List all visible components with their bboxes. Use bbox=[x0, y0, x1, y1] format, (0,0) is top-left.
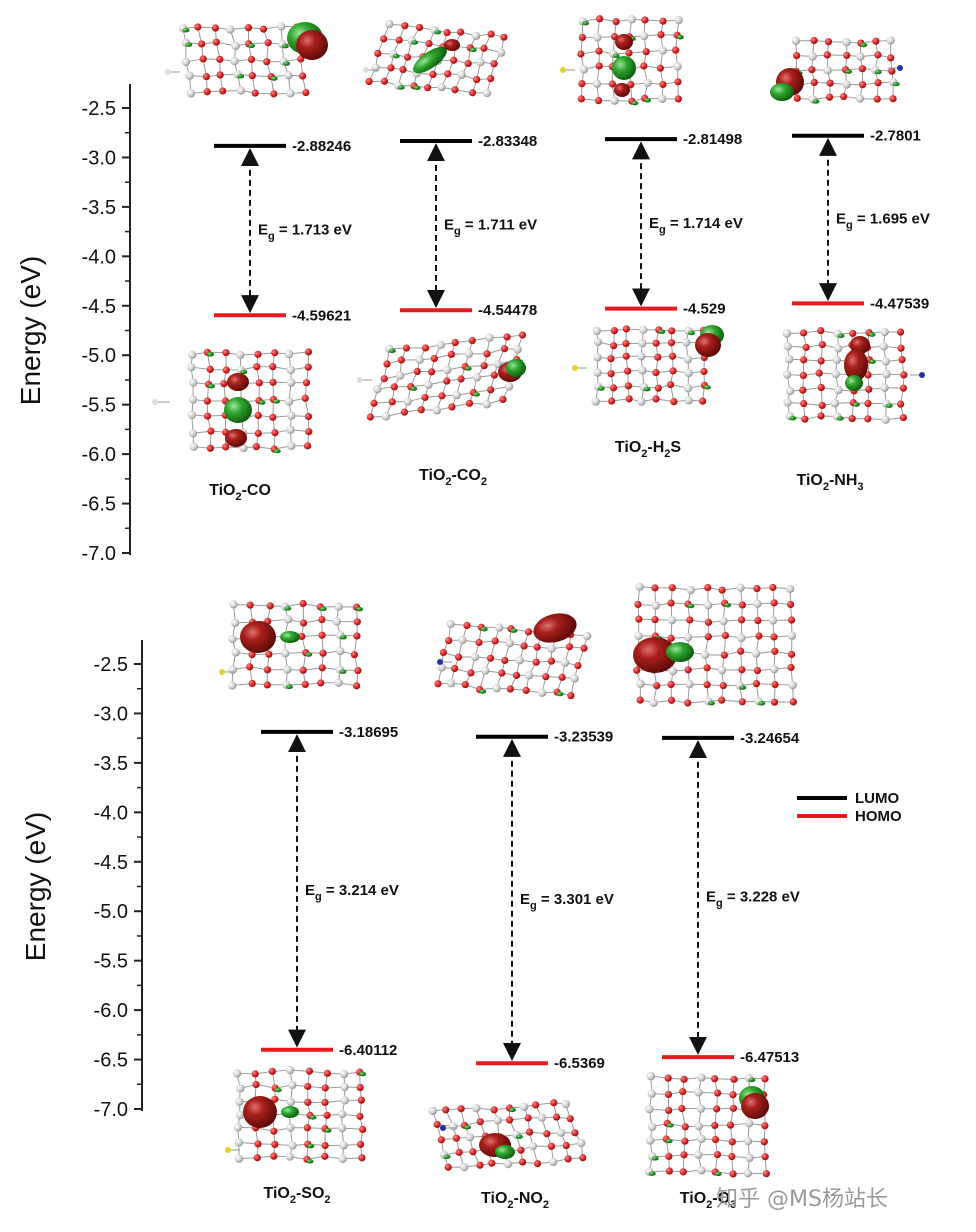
y-tick-label: -3.0 bbox=[94, 703, 128, 725]
y-tick-label: -6.5 bbox=[94, 1050, 128, 1072]
homo-value-label: -6.5369 bbox=[554, 1055, 605, 1072]
homo-value-label: -4.54478 bbox=[478, 302, 537, 319]
lumo-orbital-structure-icon bbox=[165, 22, 328, 98]
system-group-2: -2.83348 -4.54478 Eg = 1.711 eV TiO2-CO2 bbox=[357, 19, 537, 488]
system-group-6: -3.23539 -6.5369 Eg = 3.301 eV TiO2-NO2 bbox=[428, 613, 614, 1211]
lumo-value-label: -2.81498 bbox=[683, 131, 742, 148]
system-label: TiO2-CO2 bbox=[419, 467, 487, 488]
y-tick-label: -4.0 bbox=[82, 246, 116, 268]
bottom-energy-panel: -2.5 -3.0 -3.5 -4.0 -4.5 -5.0 -5.5 -6.0 -6.5 -7.0… bbox=[20, 582, 902, 1211]
lumo-orbital-structure-icon bbox=[219, 599, 364, 690]
legend-label: HOMO bbox=[855, 808, 902, 825]
y-tick-label: -4.5 bbox=[94, 852, 128, 874]
lumo-orbital-structure-icon bbox=[363, 19, 508, 98]
y-tick-label: -5.0 bbox=[82, 345, 116, 367]
homo-orbital-structure-icon bbox=[645, 1071, 770, 1178]
homo-orbital-structure-icon bbox=[225, 1065, 367, 1164]
band-gap-label: Eg = 1.713 eV bbox=[258, 222, 352, 243]
band-gap-label: Eg = 3.228 eV bbox=[706, 888, 800, 909]
lumo-orbital-structure-icon bbox=[560, 15, 684, 106]
lumo-value-label: -2.83348 bbox=[478, 133, 537, 150]
legend-label: LUMO bbox=[855, 790, 899, 807]
watermark-text: 知乎 @MS杨站长 bbox=[716, 1187, 888, 1212]
homo-value-label: -4.59621 bbox=[292, 307, 351, 324]
y-tick-label: -6.0 bbox=[94, 1000, 128, 1022]
y-tick-label: -4.5 bbox=[82, 296, 116, 318]
y-tick-label: -7.0 bbox=[94, 1099, 128, 1121]
y-tick-label: -6.5 bbox=[82, 494, 116, 516]
y-axis-title: Energy (eV) bbox=[20, 812, 51, 961]
system-label: TiO2-NO2 bbox=[481, 1190, 549, 1211]
system-label: TiO2-SO2 bbox=[263, 1185, 330, 1206]
y-tick-label: -4.0 bbox=[94, 802, 128, 824]
system-group-4: -2.7801 -4.47539 Eg = 1.695 eV TiO2-NH3 bbox=[770, 36, 930, 493]
lumo-value-label: -2.7801 bbox=[870, 128, 921, 145]
y-tick-label: -2.5 bbox=[82, 98, 116, 120]
y-tick-label: -3.5 bbox=[82, 197, 116, 219]
system-group-5: -3.18695 -6.40112 Eg = 3.214 eV TiO2-SO2 bbox=[219, 599, 399, 1206]
homo-orbital-structure-icon bbox=[152, 348, 313, 454]
y-tick-label: -7.0 bbox=[82, 543, 116, 565]
homo-value-label: -4.47539 bbox=[870, 295, 929, 312]
system-label: TiO2-O3 bbox=[680, 1190, 736, 1211]
y-tick-label: -5.5 bbox=[82, 395, 116, 417]
system-label: TiO2-NH3 bbox=[796, 472, 863, 493]
system-group-3: -2.81498 -4.529 Eg = 1.714 eV TiO2-H2S bbox=[560, 15, 743, 460]
band-gap-label: Eg = 1.695 eV bbox=[836, 211, 930, 232]
lumo-value-label: -3.18695 bbox=[339, 724, 398, 741]
homo-orbital-structure-icon bbox=[782, 326, 925, 424]
homo-orbital-structure-icon bbox=[428, 1099, 587, 1172]
y-tick-label: -5.0 bbox=[94, 901, 128, 923]
lumo-value-label: -3.24654 bbox=[740, 730, 800, 747]
lumo-value-label: -3.23539 bbox=[554, 729, 613, 746]
system-group-7: -3.24654 -6.47513 Eg = 3.228 eV TiO2-O3 bbox=[633, 582, 800, 1211]
y-tick-label: -3.0 bbox=[82, 147, 116, 169]
homo-value-label: -6.40112 bbox=[339, 1042, 397, 1059]
lumo-orbital-structure-icon bbox=[770, 36, 903, 104]
band-gap-label: Eg = 3.214 eV bbox=[305, 882, 399, 903]
y-tick-label: -5.5 bbox=[94, 951, 128, 973]
homo-value-label: -6.47513 bbox=[740, 1049, 799, 1066]
lumo-orbital-structure-icon bbox=[633, 582, 797, 707]
y-axis-title: Energy (eV) bbox=[15, 256, 46, 405]
y-tick-label: -6.0 bbox=[82, 444, 116, 466]
system-group-1: -2.88246 -4.59621 Eg = 1.713 eV TiO2-CO bbox=[152, 22, 352, 503]
y-tick-label: -3.5 bbox=[94, 753, 128, 775]
system-label: TiO2-CO bbox=[209, 482, 271, 503]
homo-value-label: -4.529 bbox=[683, 301, 726, 318]
band-gap-label: Eg = 1.714 eV bbox=[649, 215, 743, 236]
system-label: TiO2-H2S bbox=[615, 439, 682, 460]
y-tick-label: -2.5 bbox=[94, 654, 128, 676]
top-energy-panel: -2.5 -3.0 -3.5 -4.0 -4.5 -5.0 -5.5 -6.0 -6.5 -7.0… bbox=[15, 15, 930, 565]
homo-orbital-structure-icon bbox=[357, 331, 527, 421]
band-gap-label: Eg = 3.301 eV bbox=[520, 891, 614, 912]
lumo-orbital-structure-icon bbox=[434, 613, 592, 700]
band-gap-label: Eg = 1.711 eV bbox=[444, 217, 537, 238]
lumo-value-label: -2.88246 bbox=[292, 138, 351, 155]
homo-orbital-structure-icon bbox=[572, 325, 724, 406]
